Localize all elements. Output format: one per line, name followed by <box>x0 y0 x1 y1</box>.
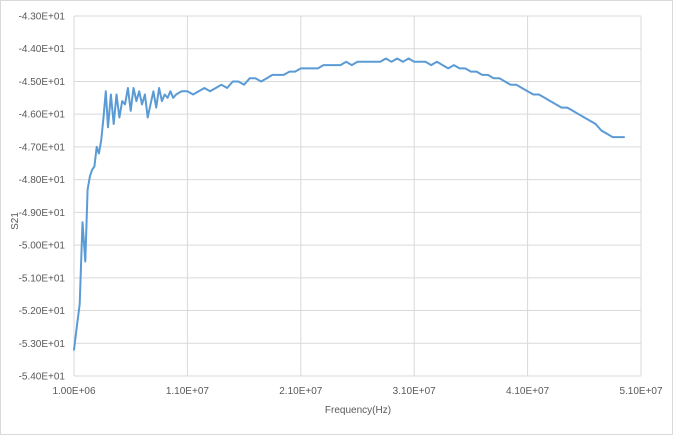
x-tick-label: 1.00E+06 <box>52 386 96 397</box>
x-axis-title: Frequency(Hz) <box>325 405 391 416</box>
y-tick-label: -5.10E+01 <box>19 273 66 284</box>
x-tick-label: 5.10E+07 <box>619 386 663 397</box>
y-tick-label: -4.50E+01 <box>19 77 66 88</box>
y-tick-label: -5.00E+01 <box>19 241 66 252</box>
horizontal-gridlines <box>74 15 641 377</box>
y-axis-title: S21 <box>10 212 21 230</box>
y-tick-label: -4.80E+01 <box>19 175 66 186</box>
x-tick-label: 4.10E+07 <box>506 386 550 397</box>
y-tick-label: -5.30E+01 <box>19 339 66 350</box>
y-tick-label: -4.30E+01 <box>19 12 66 23</box>
y-tick-label: -4.70E+01 <box>19 142 66 153</box>
y-tick-label: -4.40E+01 <box>19 44 66 55</box>
x-tick-label: 1.10E+07 <box>166 386 210 397</box>
x-tick-label: 2.10E+07 <box>279 386 323 397</box>
y-tick-label: -5.40E+01 <box>19 372 66 383</box>
x-axis-tick-labels: 1.00E+06 1.10E+07 2.10E+07 3.10E+07 4.10E+07… <box>52 386 663 397</box>
y-tick-label: -4.60E+01 <box>19 110 66 121</box>
y-tick-label: -5.20E+01 <box>19 306 66 317</box>
vertical-gridlines <box>73 16 642 376</box>
series-line-s21 <box>73 57 625 351</box>
x-tick-label: 3.10E+07 <box>393 386 437 397</box>
y-axis-tick-labels: -4.30E+01 -4.40E+01 -4.50E+01 -4.60E+01 -4.7… <box>19 12 66 383</box>
y-tick-label: -4.90E+01 <box>19 208 66 219</box>
